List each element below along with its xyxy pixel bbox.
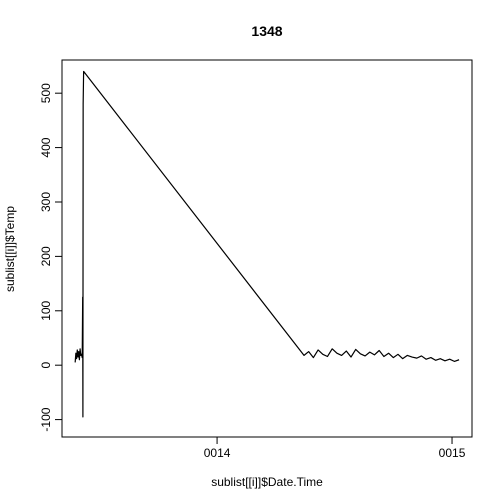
y-tick-label: -100 xyxy=(39,407,53,431)
x-tick-label: 0015 xyxy=(439,446,466,460)
x-tick-label: 0014 xyxy=(204,446,231,460)
y-tick-label: 300 xyxy=(39,192,53,212)
y-tick-label: 400 xyxy=(39,137,53,157)
chart-title: 1348 xyxy=(251,23,282,39)
y-tick-label: 200 xyxy=(39,246,53,266)
x-axis-label: sublist[[i]]$Date.Time xyxy=(211,475,323,489)
data-line xyxy=(74,70,460,418)
y-axis-label: sublist[[i]]$Temp xyxy=(3,206,17,292)
y-tick-label: 500 xyxy=(39,83,53,103)
y-tick-label: 0 xyxy=(39,362,53,369)
y-tick-label: 100 xyxy=(39,300,53,320)
